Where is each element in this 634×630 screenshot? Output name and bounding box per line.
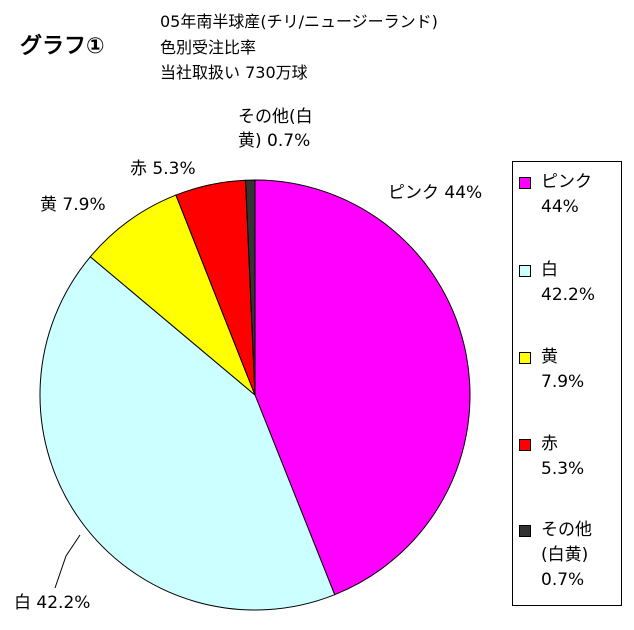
pie-slice-other (245, 179, 256, 396)
legend-swatch-white (519, 265, 531, 277)
legend-name-other: その他 (白黄) (541, 520, 592, 565)
legend-item-pink: ピンク 44% (519, 170, 592, 220)
data-label-pink: ピンク 44% (388, 183, 482, 203)
legend-swatch-pink (519, 177, 531, 189)
legend-swatch-red (519, 439, 531, 451)
legend-item-other: その他 (白黄) 0.7% (519, 518, 592, 593)
legend-value-red: 5.3% (541, 459, 585, 479)
legend-item-red: 赤 5.3% (519, 432, 584, 482)
data-label-white: 白 42.2% (14, 593, 90, 613)
legend-value-white: 42.2% (541, 285, 596, 305)
legend-value-yellow: 7.9% (541, 372, 585, 392)
legend: ピンク 44% 白 42.2% 黄 7.9% 赤 5.3% その他 (白黄) 0.7% (512, 161, 622, 606)
data-label-red: 赤 5.3% (130, 159, 196, 179)
legend-swatch-yellow (519, 352, 531, 364)
description-line-3: 当社取扱い 730万球 (160, 63, 308, 82)
pie-slice-yellow (89, 194, 256, 396)
legend-item-yellow: 黄 7.9% (519, 345, 584, 395)
description-line-1: 05年南半球産(チリ/ニュージーランド) (160, 12, 438, 31)
data-label-yellow: 黄 7.9% (40, 195, 106, 215)
data-label-other-line-2: 黄) 0.7% (238, 131, 310, 151)
description-line-2: 色別受注比率 (160, 38, 257, 57)
legend-item-white: 白 42.2% (519, 258, 595, 308)
pie-slice-pink (254, 179, 471, 596)
legend-swatch-other (519, 525, 531, 537)
graph-label: グラフ① (20, 34, 105, 59)
leader-line-white (54, 534, 81, 589)
data-label-other-line-1: その他(白 (238, 107, 313, 127)
legend-name-white: 白 (541, 260, 558, 280)
legend-name-red: 赤 (541, 434, 558, 454)
pie-slice-white (39, 256, 336, 611)
legend-value-pink: 44% (541, 197, 579, 217)
legend-name-yellow: 黄 (541, 347, 558, 367)
legend-value-other: 0.7% (541, 570, 585, 590)
legend-name-pink: ピンク (541, 172, 592, 192)
